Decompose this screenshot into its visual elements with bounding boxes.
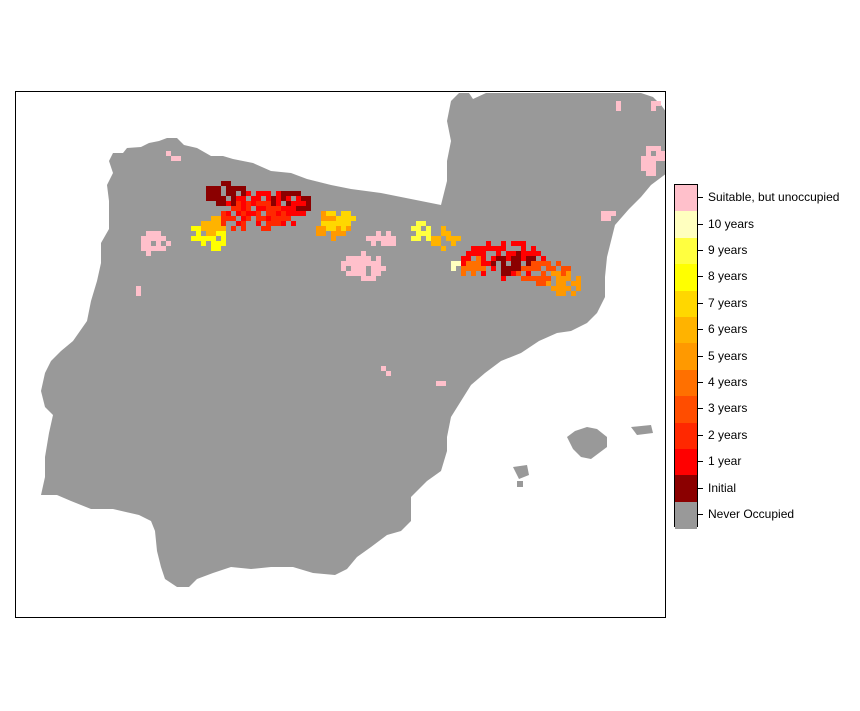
year2-cantabrian — [221, 201, 291, 231]
mallorca-land — [567, 427, 607, 459]
legend-tick — [698, 461, 703, 462]
legend-tick — [698, 356, 703, 357]
legend-tick — [698, 197, 703, 198]
legend-swatch — [675, 501, 697, 529]
suitable-patch-coast — [601, 211, 616, 221]
year10-ebro — [451, 261, 461, 271]
legend-colorbar — [674, 184, 698, 529]
outlier-west — [136, 286, 141, 296]
menorca-land — [631, 425, 653, 435]
map-panel — [15, 91, 666, 618]
spread-east-yellow — [411, 221, 431, 241]
legend-swatch — [675, 211, 697, 239]
legend-swatch — [675, 290, 697, 318]
legend-label: 4 years — [708, 375, 748, 389]
legend-tick — [698, 329, 703, 330]
iberia-occupancy-map — [41, 93, 665, 587]
suitable-patch-north — [366, 231, 396, 246]
legend-tick — [698, 276, 703, 277]
legend-swatch — [675, 264, 697, 292]
legend-tick — [698, 382, 703, 383]
legend-swatch — [675, 343, 697, 371]
legend-swatch — [675, 422, 697, 450]
legend-swatch — [675, 237, 697, 265]
spread-east-orange — [431, 226, 461, 251]
legend-tick — [698, 488, 703, 489]
legend-tick — [698, 224, 703, 225]
year5-ebro — [546, 271, 581, 296]
legend-swatch — [675, 449, 697, 476]
legend-label: 8 years — [708, 269, 748, 283]
year4-ebro — [461, 256, 486, 276]
legend-label: 1 year — [708, 454, 742, 468]
suitable-patch-coast-north — [166, 151, 181, 161]
legend-label: 10 years — [708, 217, 755, 231]
legend-label: 6 years — [708, 322, 748, 336]
legend-swatch — [675, 185, 697, 212]
spread-west-orange — [201, 216, 226, 236]
suitable-patch-catalonia — [641, 146, 665, 176]
legend-tick — [698, 514, 703, 515]
legend-label: 2 years — [708, 428, 748, 442]
legend-tick — [698, 250, 703, 251]
legend-label: Never Occupied — [708, 507, 795, 521]
legend-label: Initial — [708, 481, 737, 495]
outlier-southeast — [436, 381, 446, 386]
legend-tick — [698, 303, 703, 304]
outlier-south — [381, 366, 391, 376]
suitable-patch-ne — [651, 101, 661, 111]
legend-swatch — [675, 396, 697, 424]
legend-label: 3 years — [708, 401, 748, 415]
legend-label: 7 years — [708, 296, 748, 310]
ibiza-land — [513, 465, 529, 479]
formentera-land — [517, 481, 523, 487]
spread-central-yellow — [321, 211, 356, 231]
legend-label: Suitable, but unoccupied — [708, 190, 840, 204]
suitable-patch-pyrenees — [616, 101, 621, 111]
legend-tick — [698, 435, 703, 436]
legend-label: 9 years — [708, 243, 748, 257]
legend-tick — [698, 408, 703, 409]
legend-label: 5 years — [708, 349, 748, 363]
suitable-patch-ebro — [341, 251, 386, 281]
legend-swatch — [675, 475, 697, 503]
legend-swatch — [675, 317, 697, 344]
iberian-peninsula-land — [41, 93, 665, 587]
suitable-patch-galicia — [141, 231, 171, 256]
legend-swatch — [675, 369, 697, 397]
